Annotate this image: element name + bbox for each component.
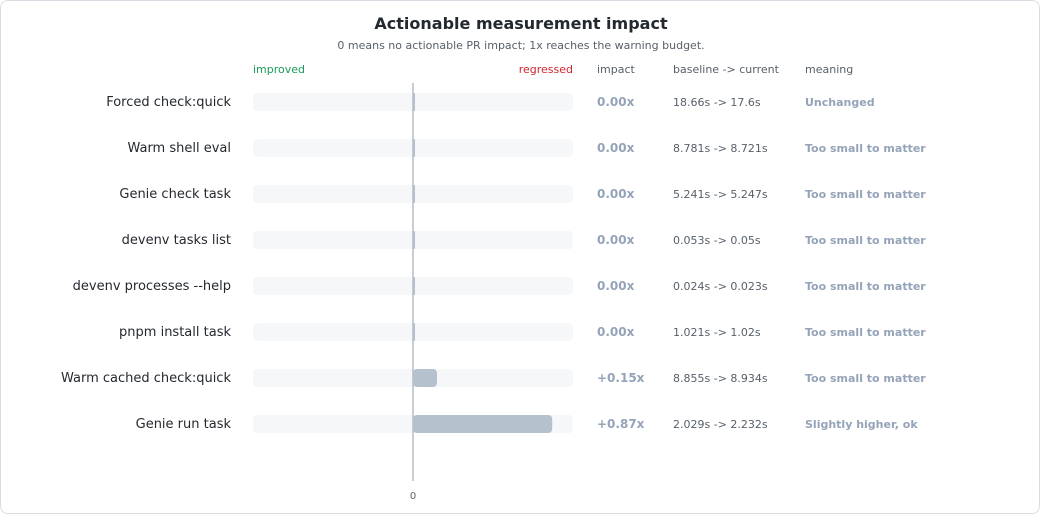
baseline-current-value: 0.024s -> 0.023s: [673, 280, 768, 293]
baseline-column-header: baseline -> current: [673, 63, 780, 76]
impact-column-header: impact: [597, 63, 636, 76]
impact-value: 0.00x: [597, 325, 635, 339]
chart-row: Genie run task +0.87x 2.029s -> 2.232s Slig…: [136, 415, 918, 433]
row-label: Genie run task: [136, 417, 232, 432]
improved-label: improved: [253, 63, 305, 76]
baseline-current-value: 5.241s -> 5.247s: [673, 188, 768, 201]
row-label: devenv processes --help: [73, 279, 231, 294]
impact-value: +0.87x: [597, 417, 645, 431]
regressed-label: regressed: [519, 63, 573, 76]
baseline-current-value: 1.021s -> 1.02s: [673, 326, 761, 339]
chart-title: Actionable measurement impact: [374, 14, 668, 33]
row-label: devenv tasks list: [122, 233, 231, 248]
meaning-column-header: meaning: [805, 63, 853, 76]
baseline-current-value: 2.029s -> 2.232s: [673, 418, 768, 431]
baseline-current-value: 18.66s -> 17.6s: [673, 96, 761, 109]
impact-value: 0.00x: [597, 141, 635, 155]
row-label: Warm cached check:quick: [61, 371, 231, 386]
row-label: Forced check:quick: [106, 95, 231, 110]
row-label: pnpm install task: [119, 325, 231, 340]
impact-value: 0.00x: [597, 187, 635, 201]
impact-value: 0.00x: [597, 279, 635, 293]
chart-row: Forced check:quick 0.00x 18.66s -> 17.6s Un…: [106, 93, 875, 111]
chart-rows: Forced check:quick 0.00x 18.66s -> 17.6s Un…: [61, 93, 926, 433]
meaning-label: Too small to matter: [805, 234, 926, 247]
baseline-current-value: 0.053s -> 0.05s: [673, 234, 761, 247]
impact-bar: [413, 369, 437, 387]
baseline-current-value: 8.855s -> 8.934s: [673, 372, 768, 385]
x-tick-label: 0: [410, 491, 416, 502]
chart-row: Warm cached check:quick +0.15x 8.855s -> 8…: [61, 369, 926, 387]
row-label: Genie check task: [119, 187, 231, 202]
meaning-label: Too small to matter: [805, 142, 926, 155]
meaning-label: Too small to matter: [805, 372, 926, 385]
chart-row: Warm shell eval 0.00x 8.781s -> 8.721s Too …: [127, 139, 926, 157]
chart-subtitle: 0 means no actionable PR impact; 1x reac…: [337, 39, 704, 52]
baseline-current-value: 8.781s -> 8.721s: [673, 142, 768, 155]
chart-row: Genie check task 0.00x 5.241s -> 5.247s Too…: [119, 185, 926, 203]
impact-value: 0.00x: [597, 95, 635, 109]
impact-bar: [413, 415, 553, 433]
chart-row: pnpm install task 0.00x 1.021s -> 1.02s Too…: [119, 323, 926, 341]
meaning-label: Slightly higher, ok: [805, 418, 918, 431]
impact-value: +0.15x: [597, 371, 645, 385]
chart-row: devenv processes --help 0.00x 0.024s -> 0.…: [73, 277, 926, 295]
meaning-label: Too small to matter: [805, 188, 926, 201]
meaning-label: Unchanged: [805, 96, 875, 109]
meaning-label: Too small to matter: [805, 280, 926, 293]
chart-row: devenv tasks list 0.00x 0.053s -> 0.05s Too…: [122, 231, 926, 249]
row-label: Warm shell eval: [127, 141, 231, 156]
impact-value: 0.00x: [597, 233, 635, 247]
meaning-label: Too small to matter: [805, 326, 926, 339]
